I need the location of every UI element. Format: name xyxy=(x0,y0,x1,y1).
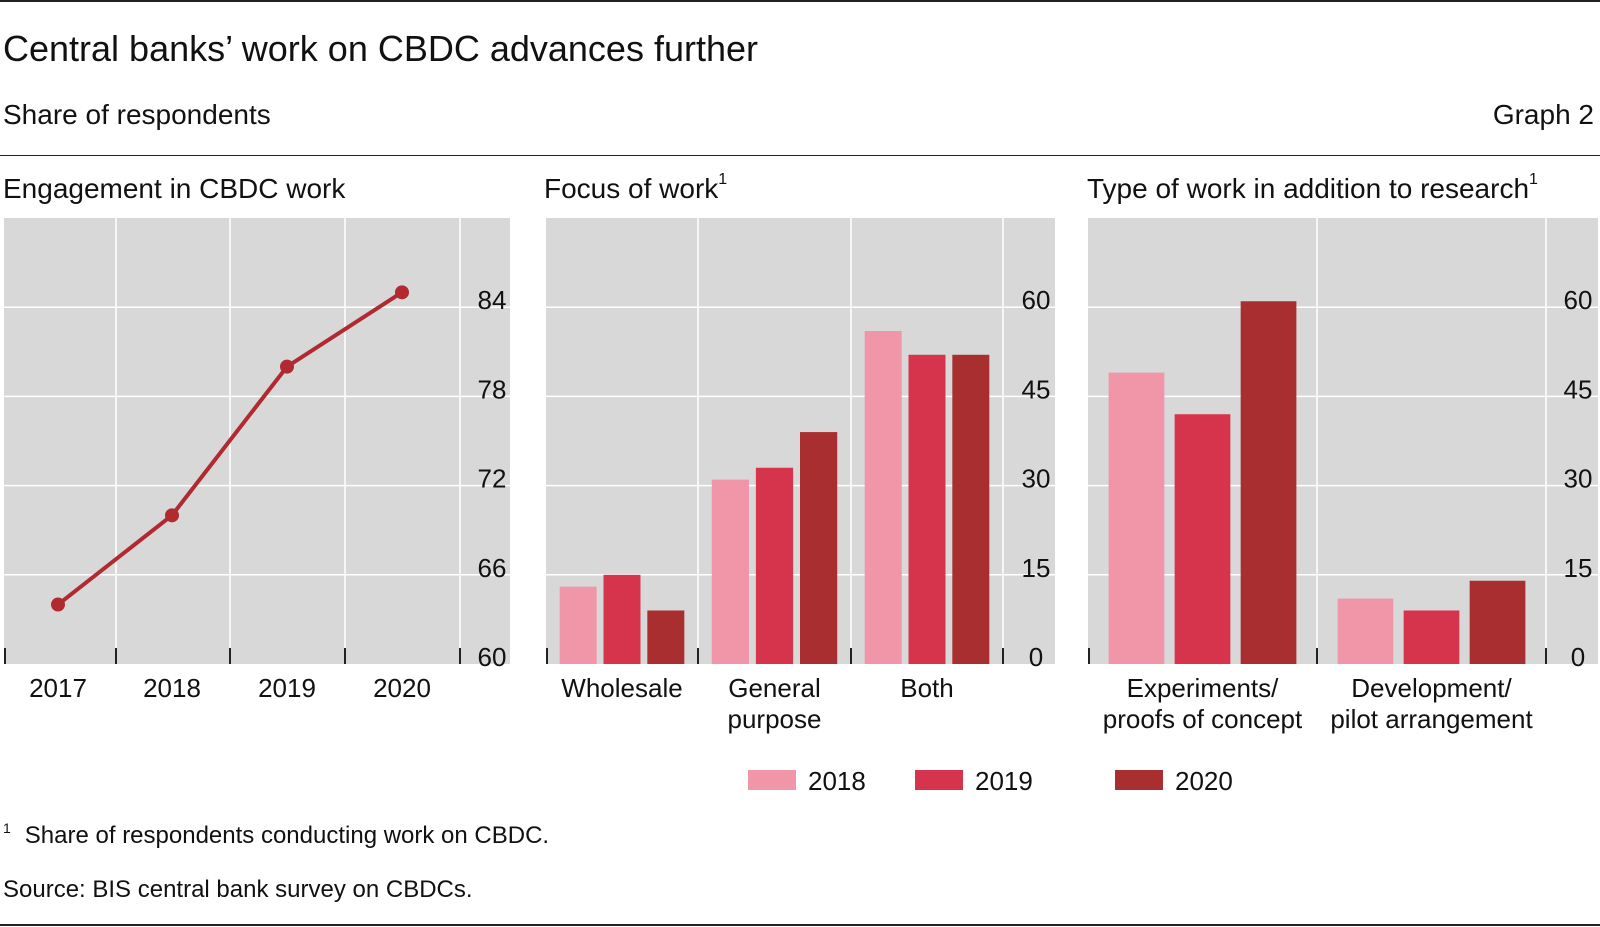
x-tick-label: purpose xyxy=(728,704,822,734)
plot-background xyxy=(4,218,510,664)
footnote-marker: 1 xyxy=(3,820,11,836)
legend-label: 2018 xyxy=(808,766,866,796)
bar xyxy=(1174,414,1231,664)
y-tick-label: 60 xyxy=(1564,285,1593,315)
x-tick-label: 2019 xyxy=(258,673,316,703)
footnote: 1 Share of respondents conducting work on… xyxy=(3,820,549,850)
chart-title: Central banks’ work on CBDC advances fur… xyxy=(3,28,758,69)
bar xyxy=(1403,610,1460,664)
y-tick-label: 0 xyxy=(1029,642,1043,672)
bar xyxy=(603,574,641,664)
legend-swatch xyxy=(1115,770,1163,790)
bar xyxy=(1108,372,1165,664)
source-note: Source: BIS central bank survey on CBDCs… xyxy=(3,876,473,903)
x-tick-label: Wholesale xyxy=(561,673,682,703)
y-tick-label: 78 xyxy=(478,374,507,404)
y-tick-label: 45 xyxy=(1022,374,1051,404)
bar xyxy=(1337,598,1394,664)
y-tick-label: 15 xyxy=(1022,553,1051,583)
data-point xyxy=(51,597,65,612)
legend-swatch xyxy=(915,770,963,790)
y-tick-label: 72 xyxy=(478,464,507,494)
x-tick-label: 2020 xyxy=(373,673,431,703)
y-tick-label: 30 xyxy=(1022,464,1051,494)
x-tick-label: pilot arrangement xyxy=(1330,704,1533,734)
panel-title-engagement: Engagement in CBDC work xyxy=(3,171,345,205)
bar xyxy=(864,330,902,664)
x-tick-label: 2017 xyxy=(29,673,87,703)
y-tick-label: 15 xyxy=(1564,553,1593,583)
bar xyxy=(1240,301,1297,664)
legend-swatch xyxy=(748,770,796,790)
panel-title-text: Engagement in CBDC work xyxy=(3,173,346,204)
top-rule xyxy=(0,0,1600,2)
footnote-text: Share of respondents conducting work on … xyxy=(24,822,550,849)
x-tick-label: Both xyxy=(900,673,954,703)
data-point xyxy=(165,508,179,523)
x-tick-label: General xyxy=(728,673,821,703)
y-tick-label: 45 xyxy=(1564,374,1593,404)
y-tick-label: 66 xyxy=(478,553,507,583)
chart-subtitle: Share of respondents xyxy=(3,99,271,130)
legend-label: 2020 xyxy=(1175,766,1233,796)
data-point xyxy=(395,285,409,300)
bar xyxy=(755,467,794,664)
bar xyxy=(1469,580,1526,664)
bar xyxy=(711,479,749,664)
series-line xyxy=(56,290,404,607)
y-tick-label: 0 xyxy=(1571,642,1585,672)
x-tick-label: proofs of concept xyxy=(1103,704,1303,734)
graph-label: Graph 2 xyxy=(1492,99,1594,130)
panel-title-type: Type of work in addition to research1 xyxy=(1087,171,1538,205)
panel-title-text: Type of work in addition to research xyxy=(1087,173,1530,204)
bar xyxy=(559,586,597,664)
header-rule xyxy=(0,155,1600,156)
x-tick-label: 2018 xyxy=(143,673,201,703)
bar xyxy=(952,354,990,664)
bottom-rule xyxy=(0,924,1600,926)
legend-label: 2019 xyxy=(975,766,1033,796)
panel-title-text: Focus of work xyxy=(544,173,719,204)
panel-title-footnote-marker: 1 xyxy=(1529,171,1538,188)
data-point xyxy=(280,359,294,374)
y-tick-label: 84 xyxy=(478,285,507,315)
y-tick-label: 60 xyxy=(1022,285,1051,315)
bar xyxy=(800,432,838,664)
x-tick-label: Development/ xyxy=(1351,673,1512,703)
bar xyxy=(908,354,946,664)
panel-title-footnote-marker: 1 xyxy=(718,171,728,188)
bar xyxy=(647,610,685,664)
x-tick-label: Experiments/ xyxy=(1127,673,1279,703)
panel-title-focus: Focus of work1 xyxy=(544,171,727,205)
y-tick-label: 60 xyxy=(478,642,507,672)
y-tick-label: 30 xyxy=(1564,464,1593,494)
